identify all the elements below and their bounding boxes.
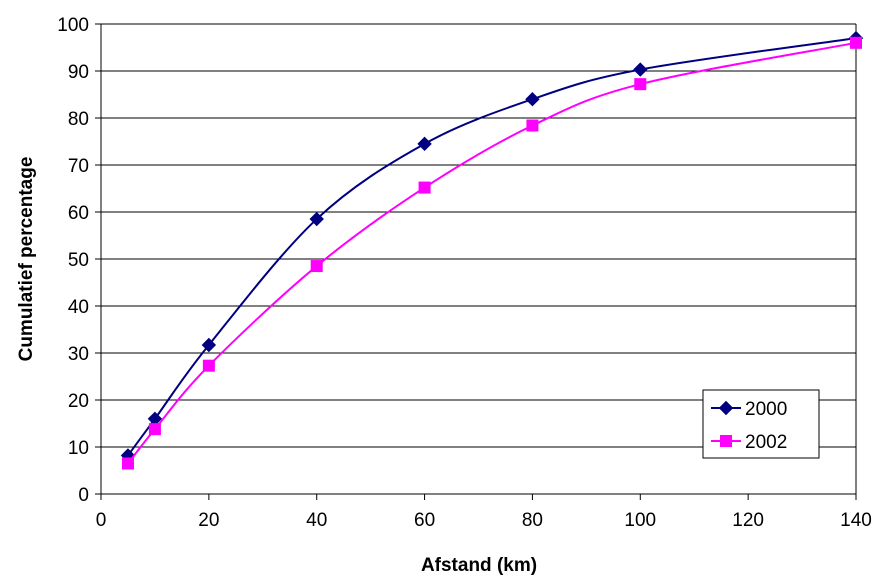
x-tick-label: 40 xyxy=(306,510,327,531)
x-tick-label: 100 xyxy=(624,510,656,531)
y-tick-label: 80 xyxy=(68,109,89,130)
data-point xyxy=(202,359,215,372)
y-tick-label: 10 xyxy=(68,438,89,459)
data-point xyxy=(309,211,324,227)
data-point xyxy=(148,423,161,436)
data-point xyxy=(418,181,431,194)
data-point xyxy=(310,260,323,273)
data-point xyxy=(526,119,539,132)
legend-items: 2000 2002 xyxy=(711,399,787,453)
data-point xyxy=(634,78,647,91)
x-tick-label: 60 xyxy=(414,510,435,531)
data-point xyxy=(121,457,134,470)
y-tick-label: 40 xyxy=(68,297,89,318)
series-2002 xyxy=(121,36,862,470)
legend-label-2002: 2002 xyxy=(745,432,787,453)
x-tick-label: 0 xyxy=(96,510,107,531)
y-tick-label: 100 xyxy=(57,15,89,36)
data-point xyxy=(525,91,540,107)
x-tick-label: 20 xyxy=(198,510,219,531)
data-point xyxy=(850,36,862,49)
data-point xyxy=(417,136,432,152)
series-2000 xyxy=(120,30,864,463)
legend-label-2000: 2000 xyxy=(745,399,787,420)
y-tick-label: 70 xyxy=(68,156,89,177)
y-tick-label: 0 xyxy=(78,485,89,506)
legend-marker-2000 xyxy=(718,400,734,416)
y-tick-label: 90 xyxy=(68,62,89,83)
y-tick-label: 20 xyxy=(68,391,89,412)
y-tick-label: 60 xyxy=(68,203,89,224)
legend-marker-2002 xyxy=(720,435,732,447)
x-tick-label: 120 xyxy=(732,510,764,531)
axes xyxy=(95,23,857,500)
x-tick-label: 140 xyxy=(840,510,872,531)
y-tick-label: 50 xyxy=(68,250,89,271)
data-point xyxy=(201,337,217,353)
y-tick-label: 30 xyxy=(68,344,89,365)
y-axis-title: Cumulatief percentage xyxy=(16,157,37,362)
gridlines xyxy=(101,23,856,448)
data-point xyxy=(633,62,648,77)
series xyxy=(120,30,864,470)
legend: 2000 2002 xyxy=(702,389,820,459)
x-axis-title: Afstand (km) xyxy=(421,555,537,576)
x-tick-label: 80 xyxy=(522,510,543,531)
tick-labels: 0 10 20 30 40 50 60 70 80 90 100 0 20 40 60 80 100 120 140 xyxy=(57,15,872,531)
